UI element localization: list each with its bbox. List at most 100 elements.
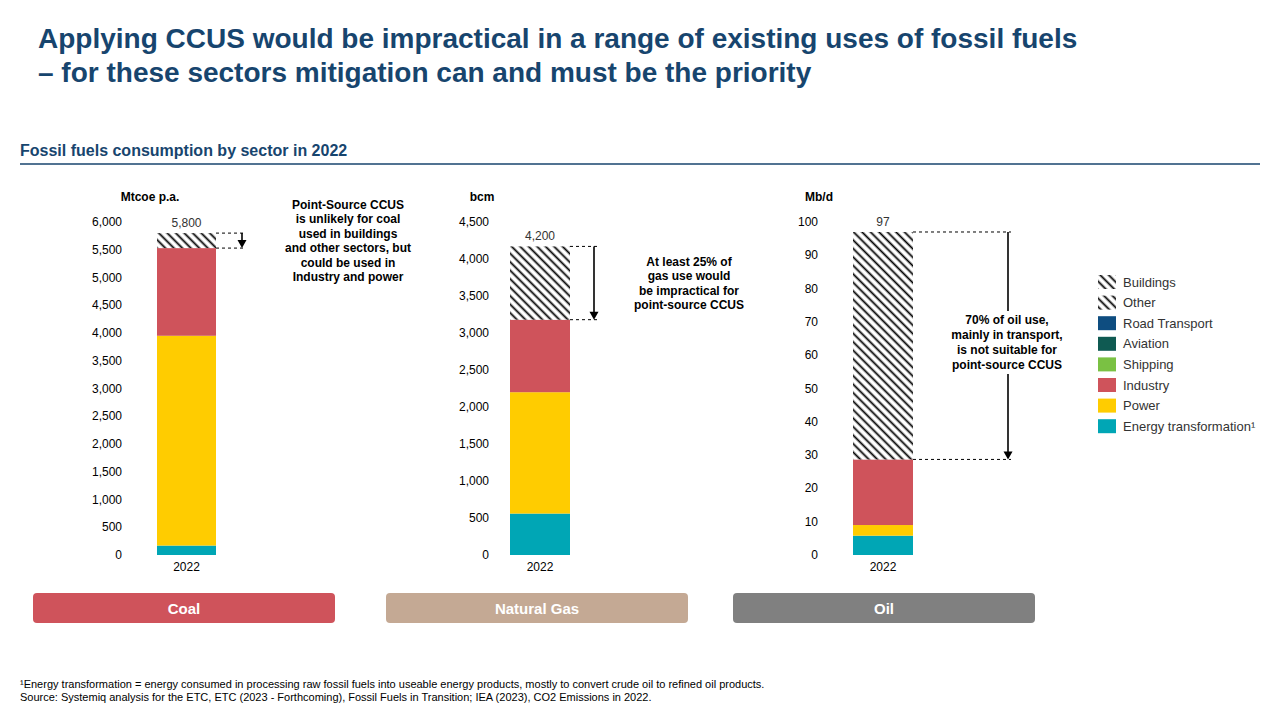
y-tick-label: 3,000 — [92, 382, 122, 396]
total-label: 97 — [876, 215, 890, 229]
y-tick-label: 100 — [798, 215, 818, 229]
y-tick-label: 50 — [805, 382, 819, 396]
y-tick-label: 0 — [811, 548, 818, 562]
bar-segment — [853, 525, 913, 536]
annotation-text: is not suitable for — [957, 343, 1057, 357]
legend-swatch — [1098, 399, 1116, 413]
y-tick-label: 3,500 — [459, 289, 489, 303]
annotation-text: point-source CCUS — [634, 298, 744, 312]
x-tick-label: 2022 — [527, 560, 554, 574]
legend-swatch — [1098, 316, 1116, 330]
total-label: 4,200 — [525, 229, 555, 243]
y-tick-label: 4,500 — [459, 215, 489, 229]
chart-1: 05001,0001,5002,0002,5003,0003,5004,0004… — [386, 190, 744, 623]
bars — [853, 232, 913, 555]
annotation: 70% of oil use,mainly in transport,is no… — [947, 311, 1066, 374]
chart-title: Natural Gas — [495, 600, 579, 617]
y-tick-label: 10 — [805, 515, 819, 529]
annotation-text: mainly in transport, — [951, 328, 1062, 342]
caption-box — [733, 593, 1035, 623]
y-tick-label: 500 — [469, 511, 489, 525]
annotation-text: could be used in — [301, 256, 396, 270]
arrow-head — [238, 240, 247, 248]
annotation-text: 70% of oil use, — [965, 313, 1048, 327]
legend-label: Industry — [1123, 378, 1170, 393]
annotation-text: and other sectors, but — [285, 241, 411, 255]
y-tick-label: 80 — [805, 282, 819, 296]
x-tick-label: 2022 — [173, 560, 200, 574]
legend-swatch — [1098, 357, 1116, 371]
total-label: 5,800 — [171, 216, 201, 230]
legend-swatch — [1098, 296, 1116, 310]
legend-label: Road Transport — [1123, 316, 1213, 331]
legend-swatch — [1098, 275, 1116, 289]
y-tick-label: 70 — [805, 315, 819, 329]
y-tick-label: 3,500 — [92, 354, 122, 368]
y-tick-label: 90 — [805, 248, 819, 262]
arrow-shaft — [593, 246, 595, 312]
legend: BuildingsOtherRoad TransportAviationShip… — [1098, 275, 1256, 434]
bar-segment — [853, 459, 913, 525]
caption-box — [386, 593, 688, 623]
dashed-guide — [216, 233, 245, 234]
y-tick-label: 1,500 — [459, 437, 489, 451]
page-title: – for these sectors mitigation can and m… — [38, 57, 812, 88]
y-tick-label: 2,500 — [459, 363, 489, 377]
dashed-guide — [570, 319, 597, 320]
y-tick-label: 0 — [115, 548, 122, 562]
y-tick-label: 2,000 — [92, 437, 122, 451]
dashed-guide — [913, 231, 1011, 232]
y-tick-label: 4,000 — [92, 326, 122, 340]
legend-label: Energy transformation¹ — [1123, 419, 1256, 434]
chart-title: Coal — [168, 600, 201, 617]
bar-segment — [510, 392, 570, 513]
arrow-head — [590, 312, 599, 320]
x-tick-label: 2022 — [870, 560, 897, 574]
y-tick-label: 2,000 — [459, 400, 489, 414]
y-axis-label: bcm — [470, 190, 495, 204]
annotation-text: be impractical for — [639, 284, 739, 298]
legend-label: Buildings — [1123, 275, 1176, 290]
annotation-text: used in buildings — [299, 227, 398, 241]
bars — [510, 246, 570, 555]
bars — [157, 233, 216, 555]
y-tick-label: 5,000 — [92, 271, 122, 285]
y-tick-label: 4,000 — [459, 252, 489, 266]
y-tick-label: 500 — [102, 520, 122, 534]
legend-label: Power — [1123, 398, 1161, 413]
subtitle: Fossil fuels consumption by sector in 20… — [20, 142, 347, 159]
dashed-guide — [913, 459, 1011, 460]
chart-title: Oil — [874, 600, 894, 617]
arrow-shaft — [241, 233, 243, 241]
y-tick-label: 1,000 — [92, 493, 122, 507]
chart-0: 05001,0001,5002,0002,5003,0003,5004,0004… — [33, 190, 411, 623]
bar-segment — [157, 233, 216, 248]
annotation-text: point-source CCUS — [952, 358, 1062, 372]
y-axis-label: Mb/d — [805, 190, 833, 204]
annotation-text: is unlikely for coal — [296, 212, 401, 226]
legend-label: Shipping — [1123, 357, 1174, 372]
annotation-text: gas use would — [648, 269, 731, 283]
legend-swatch — [1098, 337, 1116, 351]
bar-segment — [853, 536, 913, 555]
y-tick-label: 5,500 — [92, 243, 122, 257]
y-tick-label: 30 — [805, 448, 819, 462]
dashed-guide — [216, 248, 245, 249]
y-axis-label: Mtcoe p.a. — [121, 190, 180, 204]
legend-swatch — [1098, 378, 1116, 392]
footnote: ¹Energy transformation = energy consumed… — [20, 678, 764, 690]
annotation-text: At least 25% of — [646, 255, 732, 269]
y-tick-label: 1,000 — [459, 474, 489, 488]
bar-segment — [510, 320, 570, 393]
annotation-text: Point-Source CCUS — [292, 198, 404, 212]
y-tick-label: 0 — [482, 548, 489, 562]
caption-box — [33, 593, 335, 623]
chart-2: 0102030405060708090100Mb/d20229770% of o… — [733, 190, 1067, 623]
y-tick-label: 40 — [805, 415, 819, 429]
page-title: Applying CCUS would be impractical in a … — [38, 23, 1077, 54]
bar-segment — [853, 232, 913, 459]
bar-segment — [157, 546, 216, 555]
bar-segment — [510, 246, 570, 319]
y-tick-label: 6,000 — [92, 215, 122, 229]
bar-segment — [157, 336, 216, 546]
